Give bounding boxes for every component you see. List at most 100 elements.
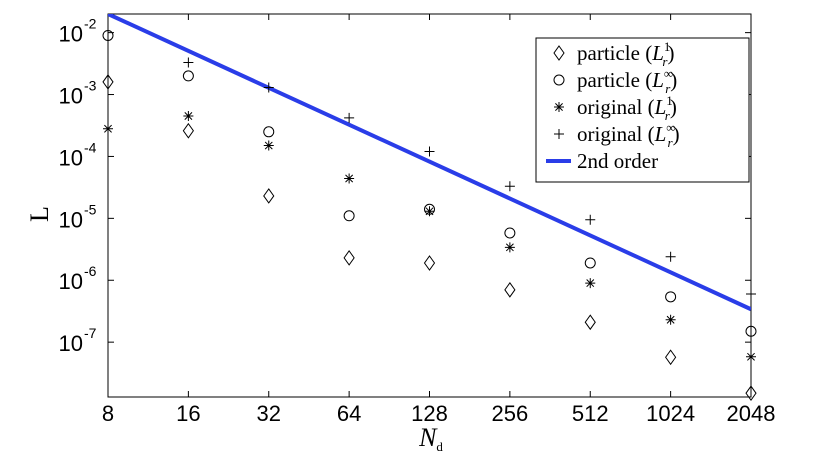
x-tick-label: 2048	[727, 401, 776, 426]
data-point-star	[504, 242, 515, 253]
legend-norm-symbol: L	[651, 68, 664, 92]
legend-norm-subscript: r	[662, 54, 668, 69]
data-point-diamond	[263, 188, 275, 204]
legend-label: 2nd order	[577, 149, 658, 173]
legend-norm-exponent: 1	[664, 39, 671, 54]
y-tick-label: 10 -2	[59, 16, 97, 47]
legend-paren: )	[670, 68, 677, 92]
legend-norm-subscript: r	[668, 135, 674, 150]
y-axis-label-text: L	[25, 206, 54, 222]
legend-box	[535, 37, 750, 183]
legend-marker-diamond	[553, 45, 565, 61]
y-axis-label: L	[25, 206, 54, 222]
legend-paren: (	[642, 122, 654, 146]
legend-paren: )	[673, 122, 680, 146]
y-tick-label: 10 -7	[59, 325, 97, 356]
series-layer	[108, 14, 751, 312]
legend-series-name: particle	[577, 68, 640, 92]
data-point-diamond	[665, 349, 677, 366]
legend-marker-plus	[554, 129, 564, 139]
y-tick-exponent: -5	[84, 201, 97, 217]
y-tick-base: 10	[59, 145, 83, 170]
legend-norm-exponent: ∞	[664, 66, 673, 81]
data-point-star	[665, 314, 676, 325]
x-axis-label: Nd	[418, 423, 443, 454]
legend-label: original (L∞ r)	[577, 120, 680, 150]
data-point-plus	[263, 82, 274, 93]
x-tick-label: 64	[337, 401, 361, 426]
legend-marker-circle	[553, 74, 565, 86]
y-tick-exponent: -6	[84, 263, 97, 279]
legend-entry: particle (L1 r)	[553, 39, 674, 69]
y-tick-label: 10 -3	[59, 78, 97, 109]
legend-norm-exponent: 1	[666, 93, 673, 108]
legend-paren: )	[670, 95, 677, 119]
y-tick-base: 10	[59, 84, 83, 109]
data-point-plus	[504, 181, 515, 192]
legend-label: particle (L∞ r)	[577, 66, 677, 96]
data-point-diamond	[423, 255, 436, 271]
y-tick-base: 10	[59, 331, 83, 356]
x-tick-label: 256	[492, 401, 529, 426]
data-point-star	[103, 123, 113, 134]
y-tick-label: 10 -5	[59, 201, 97, 232]
x-tick-label: 8	[102, 401, 114, 426]
legend-marker-star	[554, 102, 564, 112]
legend-series-name: original	[577, 122, 642, 146]
legend-norm-symbol: L	[651, 41, 664, 65]
legend-paren: (	[640, 41, 652, 65]
data-point-diamond	[504, 281, 516, 298]
data-point-diamond	[102, 74, 114, 90]
reference-line-2nd-order	[108, 14, 751, 312]
legend-series-name: particle	[577, 41, 640, 65]
legend: particle (L1 r)particle (L∞ r)original (L1…	[535, 37, 750, 183]
data-point-plus	[424, 146, 435, 157]
legend-paren: (	[642, 95, 654, 119]
x-tick-label: 128	[411, 401, 448, 426]
data-point-plus	[585, 214, 596, 225]
data-point-circle	[343, 210, 355, 222]
data-point-circle	[745, 325, 757, 337]
y-tick-label: 10 -4	[59, 139, 97, 170]
y-tick-exponent: -7	[84, 325, 97, 341]
data-point-circle	[584, 257, 596, 269]
data-point-star	[183, 111, 194, 122]
data-point-circle	[182, 70, 194, 82]
legend-norm-symbol: L	[654, 95, 667, 119]
x-axis-label-main: N	[418, 423, 438, 452]
data-point-star	[424, 206, 435, 217]
x-tick-label: 32	[257, 401, 281, 426]
data-point-star	[746, 351, 756, 362]
svg-text:Nd: Nd	[418, 423, 443, 454]
data-point-circle	[263, 126, 275, 138]
legend-entry: original (L1 r)	[554, 93, 677, 123]
legend-entry: 2nd order	[546, 149, 658, 173]
legend-label: particle (L1 r)	[577, 39, 674, 69]
x-tick-label: 512	[572, 401, 609, 426]
y-tick-exponent: -2	[84, 16, 97, 32]
legend-series-name: original	[577, 95, 642, 119]
legend-entry: original (L∞ r)	[554, 120, 680, 150]
y-tick-label: 10 -6	[59, 263, 97, 294]
legend-norm-symbol: L	[654, 122, 667, 146]
markers-layer	[102, 29, 757, 402]
data-point-diamond	[584, 314, 596, 331]
data-point-diamond	[182, 122, 194, 139]
x-tick-label: 1024	[646, 401, 695, 426]
axis-ticks: 8 16 32 64 128 256 512 1024 204810-210-310-410-5…	[59, 14, 776, 426]
data-point-star	[585, 278, 596, 289]
data-point-plus	[183, 57, 194, 68]
y-tick-exponent: -4	[84, 139, 97, 155]
y-tick-exponent: -3	[84, 78, 97, 94]
data-point-plus	[746, 288, 756, 299]
y-tick-base: 10	[59, 269, 83, 294]
data-point-star	[263, 140, 274, 151]
data-point-diamond	[745, 385, 757, 402]
legend-norm-subscript: r	[665, 108, 671, 123]
x-axis-label-sub: d	[436, 439, 443, 454]
data-point-circle	[665, 291, 677, 303]
data-point-plus	[344, 112, 355, 123]
legend-entry: particle (L∞ r)	[553, 66, 677, 96]
data-point-star	[344, 173, 355, 184]
